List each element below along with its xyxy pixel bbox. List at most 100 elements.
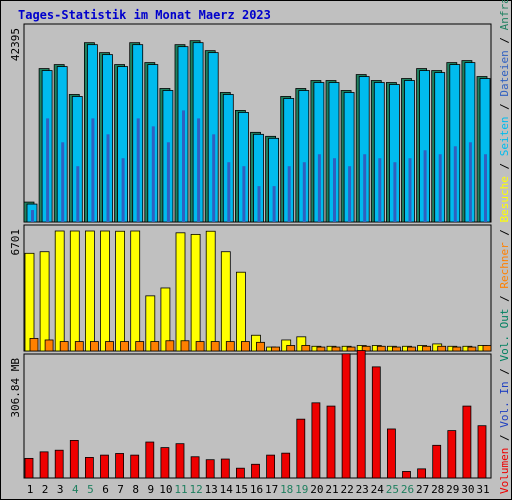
bar-volumen xyxy=(281,452,291,479)
bar-rechner xyxy=(437,345,447,352)
bar-besuche xyxy=(160,287,171,352)
legend-entry: Vol. In xyxy=(498,381,511,427)
bar-seiten xyxy=(121,158,125,222)
bar-volumen xyxy=(417,468,427,479)
x-tick-label: 18 xyxy=(280,483,293,496)
bar-volumen xyxy=(175,443,185,479)
legend-entry: Volumen xyxy=(498,448,511,494)
bar-rechner xyxy=(316,346,326,352)
bar-rechner xyxy=(165,340,175,352)
bar-seiten xyxy=(227,162,231,222)
bar-seiten xyxy=(272,186,276,222)
bar-rechner xyxy=(407,346,416,352)
x-tick-label: 6 xyxy=(102,483,109,496)
bar-seiten xyxy=(136,118,140,222)
x-tick-label: 13 xyxy=(205,483,218,496)
x-tick-label: 27 xyxy=(416,483,429,496)
bar-seiten xyxy=(91,118,95,222)
legend-entry: / xyxy=(498,289,511,309)
bar-seiten xyxy=(378,158,382,222)
bar-besuche xyxy=(190,233,201,352)
ymax-label-volume: 306.84 MB xyxy=(9,358,22,418)
legend-entry: Vol. Out xyxy=(498,309,511,362)
x-tick-label: 9 xyxy=(147,483,154,496)
bar-rechner xyxy=(105,341,114,352)
x-tick-label: 31 xyxy=(476,483,489,496)
bar-besuche xyxy=(130,230,141,352)
bar-seiten xyxy=(197,118,201,222)
bar-besuche xyxy=(175,232,186,352)
bar-seiten xyxy=(317,154,321,222)
bar-seiten xyxy=(166,142,170,222)
bar-seiten xyxy=(453,146,457,222)
legend-entry: / xyxy=(498,428,511,448)
bar-seiten xyxy=(438,154,442,222)
bar-besuche xyxy=(100,230,110,352)
bar-volumen xyxy=(190,456,200,479)
bar-rechner xyxy=(135,341,145,352)
x-tick-label: 29 xyxy=(446,483,459,496)
bar-volumen xyxy=(266,454,276,479)
bar-besuche xyxy=(24,252,35,352)
bar-besuche xyxy=(205,230,216,352)
bar-rechner xyxy=(44,339,54,352)
x-tick-label: 12 xyxy=(189,483,202,496)
bar-volumen xyxy=(356,350,366,479)
legend-entry: Besuche xyxy=(498,176,511,222)
bar-seiten xyxy=(302,162,306,222)
x-tick-label: 7 xyxy=(117,483,124,496)
x-tick-label: 16 xyxy=(250,483,263,496)
bar-rechner xyxy=(210,341,220,352)
legend-entry: / xyxy=(498,97,511,117)
bar-volumen xyxy=(296,418,306,479)
bar-volumen xyxy=(220,458,230,479)
chart-title: Tages-Statistik im Monat Maerz 2023 xyxy=(18,8,271,22)
x-tick-label: 19 xyxy=(295,483,308,496)
x-tick-label: 15 xyxy=(235,483,248,496)
bar-rechner xyxy=(150,341,160,352)
bar-besuche xyxy=(145,295,156,352)
bar-seiten xyxy=(46,118,50,222)
bar-seiten xyxy=(484,154,487,222)
x-tick-label: 4 xyxy=(72,483,79,496)
legend-entry: Anfragen xyxy=(498,0,511,30)
legend-entry: Dateien xyxy=(498,50,511,96)
bar-volumen xyxy=(100,454,109,479)
bar-rechner xyxy=(240,341,250,352)
bar-rechner xyxy=(29,337,39,352)
bar-volumen xyxy=(432,444,442,479)
x-tick-label: 23 xyxy=(356,483,369,496)
bar-volumen xyxy=(341,353,351,479)
bar-besuche xyxy=(85,230,95,352)
bar-volumen xyxy=(462,405,472,479)
bar-volumen xyxy=(24,457,34,479)
bar-rechner xyxy=(422,345,432,352)
bar-volumen xyxy=(251,463,260,479)
bar-volumen xyxy=(69,440,79,479)
bar-besuche xyxy=(220,251,231,352)
bar-rechner xyxy=(361,345,371,352)
bar-seiten xyxy=(242,166,246,222)
bar-rechner xyxy=(482,345,492,352)
bar-volumen xyxy=(477,425,487,479)
x-tick-label: 30 xyxy=(461,483,474,496)
bar-seiten xyxy=(287,166,291,222)
bar-rechner xyxy=(452,346,462,352)
bar-seiten xyxy=(182,110,185,222)
bar-besuche xyxy=(39,251,50,352)
bar-besuche xyxy=(296,336,307,352)
ymax-label-requests: 42395 xyxy=(9,28,22,61)
bar-rechner xyxy=(195,341,205,352)
bar-volumen xyxy=(371,366,381,479)
x-tick-label: 26 xyxy=(401,483,414,496)
bar-rechner xyxy=(59,341,69,352)
x-tick-label: 1 xyxy=(27,483,34,496)
bar-volumen xyxy=(54,449,64,479)
legend-entry: Rechner xyxy=(498,242,511,289)
bar-seiten xyxy=(348,166,352,222)
bar-volumen xyxy=(160,447,170,479)
bar-volumen xyxy=(85,457,94,479)
bar-rechner xyxy=(346,346,356,352)
x-tick-label: 24 xyxy=(371,483,385,496)
